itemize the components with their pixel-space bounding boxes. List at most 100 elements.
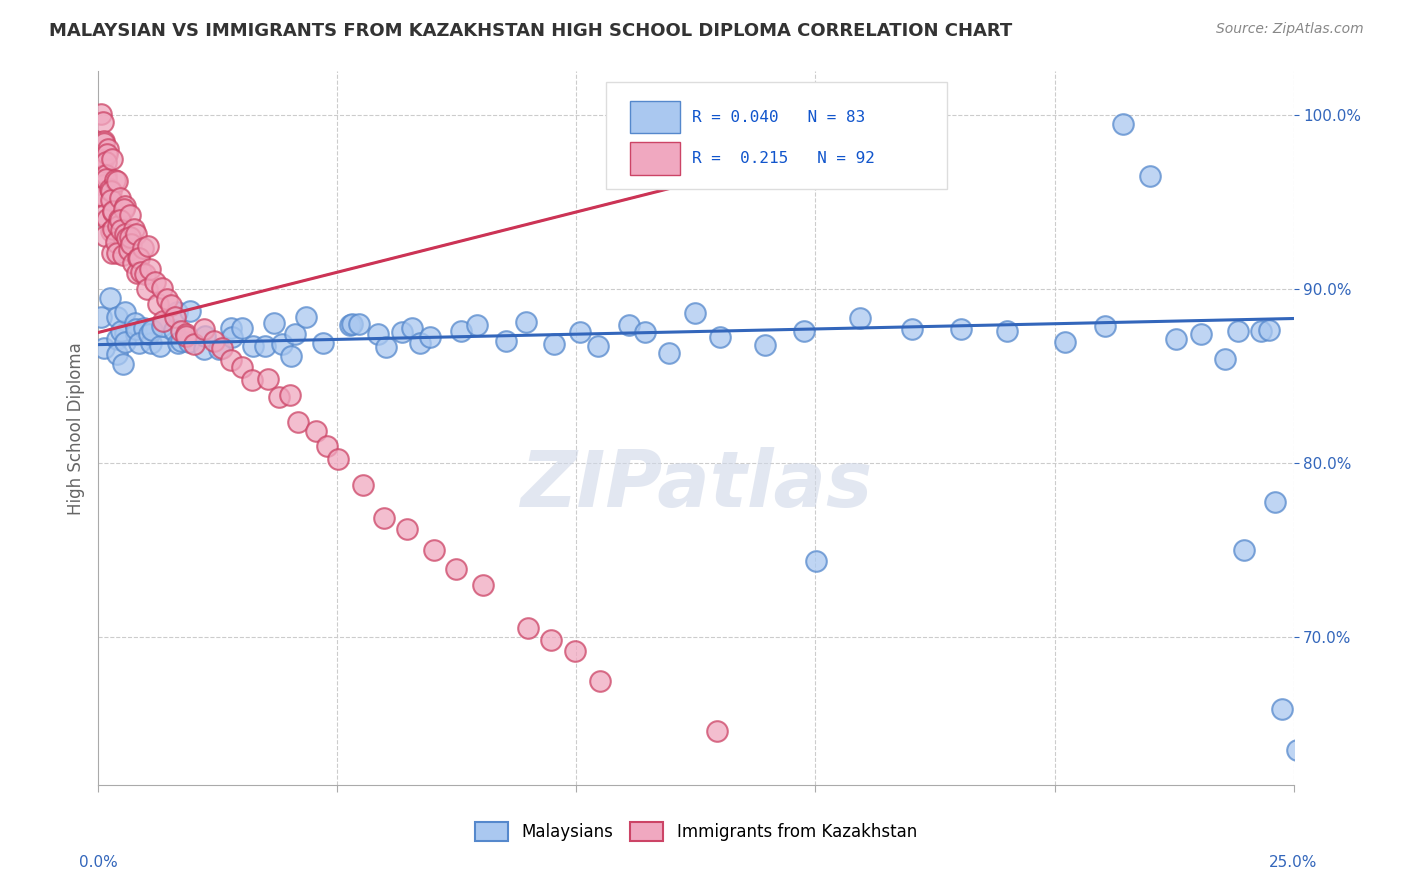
Point bbox=[183, 337, 205, 351]
Point bbox=[1213, 351, 1236, 366]
Point bbox=[1250, 325, 1272, 339]
Point bbox=[93, 208, 115, 222]
Point bbox=[543, 337, 565, 351]
Point bbox=[105, 235, 128, 250]
Point bbox=[93, 154, 115, 169]
Point bbox=[150, 318, 173, 333]
Point bbox=[101, 222, 124, 236]
Point bbox=[107, 219, 129, 233]
Point bbox=[143, 275, 166, 289]
Point bbox=[658, 346, 681, 360]
Point bbox=[166, 305, 188, 319]
Point bbox=[211, 342, 233, 356]
Point bbox=[294, 310, 316, 324]
Point bbox=[326, 452, 349, 467]
Point bbox=[132, 241, 155, 255]
Point bbox=[516, 621, 538, 635]
Point bbox=[342, 317, 364, 331]
Point bbox=[93, 136, 115, 151]
Point bbox=[125, 321, 148, 335]
Point bbox=[374, 340, 396, 354]
Point bbox=[683, 305, 706, 319]
Point bbox=[804, 554, 827, 568]
Point bbox=[105, 310, 128, 324]
Point bbox=[165, 310, 187, 324]
Point bbox=[90, 107, 112, 121]
Point bbox=[240, 374, 263, 388]
Text: MALAYSIAN VS IMMIGRANTS FROM KAZAKHSTAN HIGH SCHOOL DIPLOMA CORRELATION CHART: MALAYSIAN VS IMMIGRANTS FROM KAZAKHSTAN … bbox=[49, 22, 1012, 40]
Point bbox=[128, 251, 150, 265]
Point bbox=[231, 359, 253, 374]
Point bbox=[114, 227, 136, 241]
Text: ZIPatlas: ZIPatlas bbox=[520, 447, 872, 524]
Point bbox=[125, 327, 148, 342]
Point bbox=[1258, 323, 1281, 337]
Point bbox=[98, 292, 121, 306]
Point bbox=[112, 202, 135, 216]
Point bbox=[110, 222, 132, 236]
Point bbox=[100, 224, 122, 238]
Point bbox=[94, 172, 117, 186]
Point bbox=[219, 321, 242, 335]
Point bbox=[396, 522, 419, 536]
Point bbox=[118, 208, 141, 222]
Point bbox=[136, 282, 159, 296]
Point bbox=[706, 723, 728, 738]
Point bbox=[159, 298, 181, 312]
Point bbox=[564, 644, 586, 658]
Point bbox=[115, 230, 138, 244]
Point bbox=[312, 336, 335, 351]
Point bbox=[96, 154, 118, 169]
Point bbox=[901, 321, 924, 335]
Point bbox=[93, 135, 115, 149]
Point bbox=[138, 326, 160, 341]
Point bbox=[179, 335, 201, 350]
Point bbox=[315, 439, 337, 453]
Point bbox=[105, 174, 128, 188]
Point bbox=[152, 314, 174, 328]
Point bbox=[253, 339, 276, 353]
Point bbox=[174, 326, 197, 341]
Point bbox=[949, 322, 972, 336]
Point bbox=[121, 256, 143, 270]
Point bbox=[110, 324, 132, 338]
Point bbox=[347, 317, 370, 331]
Point bbox=[125, 227, 148, 241]
Point bbox=[287, 415, 309, 429]
Point bbox=[202, 334, 225, 349]
Point bbox=[1271, 702, 1294, 716]
Point bbox=[1285, 743, 1308, 757]
Point bbox=[122, 221, 145, 235]
Point bbox=[174, 328, 197, 343]
Point bbox=[96, 211, 118, 226]
Point bbox=[114, 199, 136, 213]
Point bbox=[586, 339, 609, 353]
Point bbox=[709, 330, 731, 344]
Point bbox=[139, 261, 162, 276]
Point bbox=[96, 147, 118, 161]
Point bbox=[793, 324, 815, 338]
Point bbox=[1112, 117, 1135, 131]
Point bbox=[305, 424, 328, 438]
FancyBboxPatch shape bbox=[630, 101, 681, 134]
Point bbox=[269, 390, 291, 404]
Point bbox=[257, 372, 280, 386]
Point bbox=[352, 478, 374, 492]
Point bbox=[91, 189, 114, 203]
Point bbox=[124, 317, 146, 331]
Point bbox=[156, 292, 179, 306]
Point bbox=[105, 347, 128, 361]
Point bbox=[103, 205, 125, 219]
Point bbox=[110, 191, 132, 205]
Point bbox=[129, 265, 152, 279]
Point bbox=[128, 335, 150, 350]
Text: Source: ZipAtlas.com: Source: ZipAtlas.com bbox=[1216, 22, 1364, 37]
Point bbox=[170, 324, 193, 338]
Point bbox=[391, 325, 413, 339]
Point bbox=[100, 245, 122, 260]
Point bbox=[91, 153, 114, 167]
Point bbox=[96, 168, 118, 182]
Point bbox=[114, 334, 136, 349]
Point bbox=[754, 338, 776, 352]
Point bbox=[114, 305, 136, 319]
